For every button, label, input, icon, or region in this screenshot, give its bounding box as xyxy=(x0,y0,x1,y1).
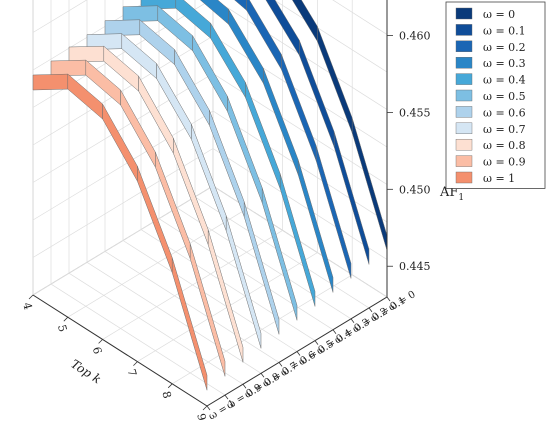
ribbon-series xyxy=(50,59,226,377)
chart-ribbons xyxy=(32,0,388,391)
grid-w-floor xyxy=(68,272,244,385)
ribbon-series xyxy=(122,5,298,321)
legend-entry-label: ω = 0.7 xyxy=(483,123,526,136)
y-tick-mark xyxy=(350,318,355,324)
ribbon-segment xyxy=(225,215,262,349)
legend-swatch xyxy=(455,122,473,135)
ribbon-series xyxy=(199,0,334,293)
x-tick-mark xyxy=(98,339,103,344)
ribbon-segment xyxy=(207,229,244,363)
ribbon-series xyxy=(292,0,388,251)
ribbon-series xyxy=(32,73,208,391)
y-tick-mark xyxy=(386,296,391,302)
legend-swatch xyxy=(455,57,473,69)
legend-swatch xyxy=(455,7,473,20)
legend-swatch xyxy=(455,106,473,118)
legend-entry-label: ω = 0.3 xyxy=(483,57,526,70)
legend-entry-label: ω = 0.2 xyxy=(483,41,526,54)
ribbon-series xyxy=(234,0,352,279)
z-tick-label: 0.455 xyxy=(399,106,431,119)
x-tick-mark xyxy=(63,316,69,322)
grid-w-floor xyxy=(86,262,262,374)
legend-swatch xyxy=(455,73,473,85)
legend-entry-label: ω = 0 xyxy=(483,8,515,21)
grid-w-floor xyxy=(104,251,280,363)
legend-swatch xyxy=(455,89,473,102)
legend-entry-label: ω = 0.4 xyxy=(483,74,526,87)
x-tick-mark xyxy=(133,361,138,366)
legend-entry-label: ω = 0.5 xyxy=(483,90,526,103)
x-tick-label: 5 xyxy=(55,323,69,333)
y-tick-mark xyxy=(314,340,319,345)
ribbon-segment xyxy=(122,5,159,22)
z-tick-label: 0.460 xyxy=(399,29,431,42)
x-tick-label: 6 xyxy=(90,345,104,355)
x-tick-label: 8 xyxy=(159,390,173,400)
z-tick-label: 0.450 xyxy=(399,183,431,196)
legend-swatch xyxy=(455,155,473,167)
ribbon-segment xyxy=(333,131,370,265)
z-axis-label-sub: 1 xyxy=(458,193,464,203)
ribbon-segment xyxy=(243,201,280,335)
y-tick-mark xyxy=(260,373,265,378)
y-tick-mark xyxy=(368,307,373,313)
legend-entry-label: ω = 0.1 xyxy=(483,24,526,37)
grid-z xyxy=(32,110,388,223)
x-tick-label: 9 xyxy=(194,412,208,422)
ribbon-series xyxy=(104,19,280,335)
ribbon-segment xyxy=(32,73,69,91)
y-tick-mark xyxy=(296,351,301,356)
y-tick-mark xyxy=(278,362,283,367)
x-axis-line xyxy=(32,294,208,407)
x-tick-mark xyxy=(28,294,34,300)
ribbon-series xyxy=(140,0,316,307)
legend-entry-label: ω = 0.9 xyxy=(483,156,526,169)
grid-w-floor xyxy=(50,283,226,396)
ribbon-segment xyxy=(189,243,226,377)
legend-entry-label: ω = 0.6 xyxy=(483,106,526,119)
ribbon-segment xyxy=(315,145,352,279)
x-tick-label: 4 xyxy=(20,301,34,311)
y-tick-mark xyxy=(332,329,337,334)
ribbon-series xyxy=(265,0,370,265)
legend-entry-label: ω = 1 xyxy=(483,172,515,185)
z-tick-label: 0.445 xyxy=(399,260,431,273)
ribbon-segment xyxy=(68,45,105,63)
grid-z xyxy=(32,148,388,260)
grid-w-floor xyxy=(158,218,334,330)
ribbon-segment xyxy=(104,19,141,36)
ribbon-segment xyxy=(279,173,316,307)
legend-swatch xyxy=(455,138,473,151)
ribbon-series xyxy=(68,45,244,363)
legend-swatch xyxy=(455,40,473,52)
chart-axes xyxy=(28,0,393,411)
ribbon-series xyxy=(86,33,262,349)
x-tick-mark xyxy=(202,405,208,411)
ribbon-segment xyxy=(171,257,208,391)
legend-swatch xyxy=(455,24,473,36)
ribbon-segment xyxy=(297,159,334,293)
legend-swatch xyxy=(455,171,473,184)
y-tick-mark xyxy=(224,394,229,400)
x-axis-label: Top k xyxy=(68,357,103,387)
y-tick-mark xyxy=(242,383,247,389)
ribbon-segment xyxy=(50,59,87,77)
grid-w-floor xyxy=(140,229,316,341)
x-tick-mark xyxy=(167,383,173,389)
legend: ω = 0 ω = 0.1 ω = 0.2 ω = 0.3 ω = 0.4 ω = 0.5… xyxy=(445,1,546,189)
grid-w-floor xyxy=(122,240,298,352)
legend-entry-label: ω = 0.8 xyxy=(483,139,526,152)
x-tick-label: 7 xyxy=(125,368,139,378)
grid-z xyxy=(32,0,388,73)
ribbon-segment xyxy=(261,187,298,321)
y-tick-mark xyxy=(206,405,211,411)
